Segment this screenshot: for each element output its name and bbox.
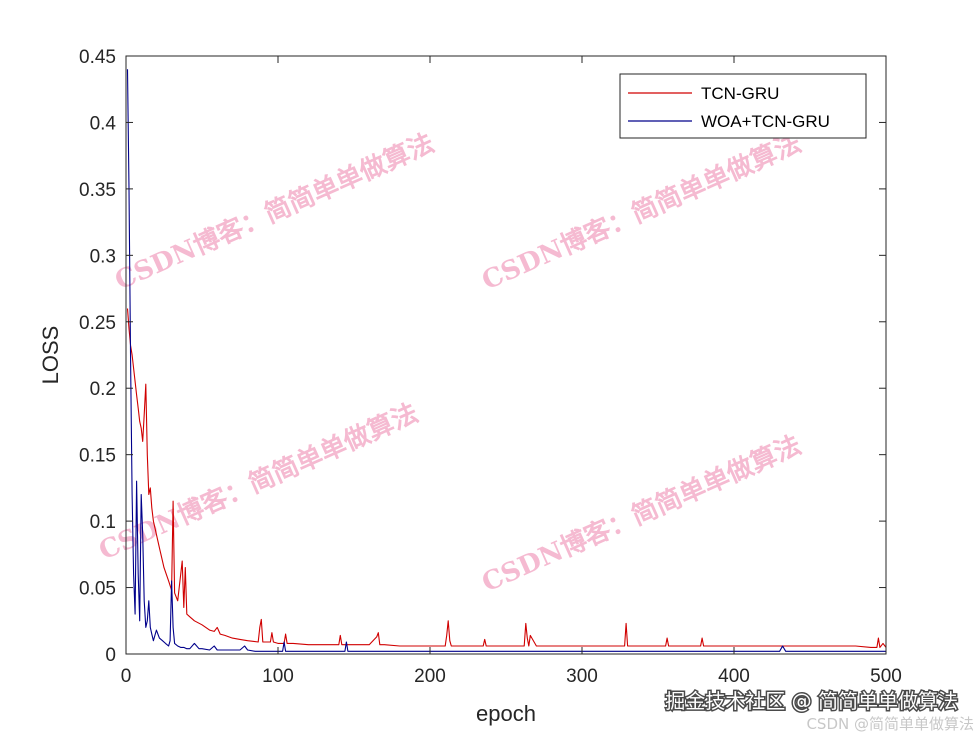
footer-watermark: 掘金技术社区 @ 简简单单做算法 CSDN @简简单单做算法	[664, 688, 974, 734]
series-layer	[126, 69, 887, 652]
x-tick-label: 500	[870, 666, 902, 687]
legend: TCN-GRU WOA+TCN-GRU	[619, 73, 867, 139]
y-tick-label: 0.05	[79, 579, 116, 600]
x-tick-label: 100	[262, 666, 294, 687]
csdn-watermark: CSDN @简简单单做算法	[806, 715, 974, 733]
legend-box	[619, 73, 867, 139]
x-tick-label: 200	[414, 666, 446, 687]
plot-frame	[125, 55, 887, 655]
y-tick-label: 0.45	[79, 47, 116, 68]
site-watermark: 掘金技术社区 @ 简简单单做算法	[665, 689, 958, 713]
series-line-woa-tcn-gru	[126, 69, 886, 652]
y-tick-label: 0.25	[79, 313, 116, 334]
legend-label-woa-tcn-gru: WOA+TCN-GRU	[701, 112, 830, 131]
y-tick-label: 0.1	[90, 512, 116, 533]
legend-label-tcn-gru: TCN-GRU	[701, 84, 779, 103]
y-tick-label: 0.3	[90, 246, 116, 267]
y-tick-label: 0.15	[79, 446, 116, 467]
tick-layer: 0 100 200 300 400 500 0 0.05 0.1 0.15 0.2 0.25 0.3 0.…	[79, 47, 902, 687]
plot-background	[126, 56, 886, 654]
x-tick-label: 300	[566, 666, 598, 687]
y-tick-label: 0	[105, 645, 116, 666]
x-tick-label: 0	[121, 666, 132, 687]
y-tick-label: 0.2	[90, 379, 116, 400]
series-line-tcn-gru	[126, 308, 887, 648]
y-tick-label: 0.4	[90, 113, 117, 134]
y-tick-label: 0.35	[79, 180, 116, 201]
x-axis-label: epoch	[476, 701, 536, 726]
x-tick-label: 400	[718, 666, 750, 687]
y-axis-label: LOSS	[38, 326, 63, 385]
